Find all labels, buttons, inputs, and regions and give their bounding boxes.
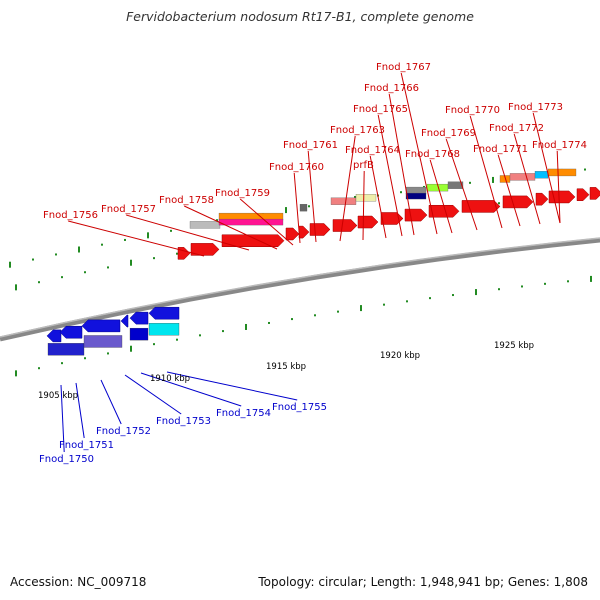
top-leader-line xyxy=(369,155,387,239)
feature-box xyxy=(218,218,284,226)
red-gene-arrow xyxy=(298,225,310,239)
top-gene-label: Fnod_1774 xyxy=(532,140,587,151)
top-leader-line xyxy=(362,170,365,241)
blue-gene-arrow xyxy=(81,319,121,333)
red-gene-arrow xyxy=(221,234,285,247)
top-gene-label: Fnod_1756 xyxy=(43,210,98,221)
top-gene-label: Fnod_1767 xyxy=(376,62,431,73)
top-gene-label: Fnod_1772 xyxy=(489,123,544,134)
red-gene-arrow xyxy=(404,208,428,222)
top-gene-label: Fnod_1765 xyxy=(353,104,408,115)
scale-label: 1920 kbp xyxy=(380,351,420,361)
map-title: Fervidobacterium nodosum Rt17-B1, comple… xyxy=(126,9,474,24)
top-gene-label: Fnod_1758 xyxy=(159,195,214,206)
top-leader-line xyxy=(388,93,415,236)
top-leader-line xyxy=(126,214,250,251)
blue-gene-arrow xyxy=(129,311,149,325)
feature-box xyxy=(447,181,464,189)
red-gene-arrow xyxy=(589,187,600,200)
feature-box xyxy=(534,171,549,179)
red-gene-arrow xyxy=(502,195,534,209)
top-gene-label: Fnod_1760 xyxy=(269,162,324,173)
feature-box xyxy=(547,168,577,177)
blue-gene-arrow xyxy=(120,314,129,328)
red-gene-arrow xyxy=(428,204,460,218)
feature-box xyxy=(189,221,221,229)
top-gene-label: Fnod_1764 xyxy=(345,145,400,156)
scale-label: 1925 kbp xyxy=(494,341,534,351)
top-leader-line xyxy=(400,72,438,235)
top-gene-label: Fnod_1770 xyxy=(445,105,500,116)
bottom-leader-line xyxy=(60,384,65,453)
bottom-leader-line xyxy=(124,374,182,415)
top-leader-line xyxy=(307,150,317,243)
top-leader-line xyxy=(239,198,294,246)
top-gene-label: Fnod_1757 xyxy=(101,204,156,215)
top-leader-line xyxy=(377,114,403,237)
top-leader-line xyxy=(469,115,503,229)
red-gene-arrow xyxy=(535,192,549,206)
red-gene-arrow xyxy=(548,190,576,204)
blue-gene-arrow xyxy=(148,306,180,320)
bottom-gene-label: Fnod_1752 xyxy=(96,426,151,437)
top-leader-line xyxy=(445,138,478,231)
red-gene-arrow xyxy=(576,188,590,201)
top-leader-line xyxy=(513,133,541,225)
top-leader-line xyxy=(339,135,356,242)
label-leaders xyxy=(60,72,561,453)
topology-text: Topology: circular; Length: 1,948,941 bp… xyxy=(258,575,588,589)
top-leader-line xyxy=(532,112,561,224)
top-gene-label: Fnod_1761 xyxy=(283,140,338,151)
feature-box xyxy=(509,173,536,181)
accession-text: Accession: NC_009718 xyxy=(10,575,147,589)
top-leader-line xyxy=(556,150,561,224)
scale-labels: 1905 kbp 1910 kbp 1915 kbp 1920 kbp 1925 kbp xyxy=(38,341,534,401)
top-leader-line xyxy=(68,220,205,257)
bottom-gene-label: Fnod_1754 xyxy=(216,408,271,419)
lower-feature-box xyxy=(47,343,85,356)
bottom-gene-label: Fnod_1755 xyxy=(272,402,327,413)
bottom-leader-line xyxy=(140,372,242,407)
top-leader-line xyxy=(293,172,301,244)
gene-features xyxy=(46,168,600,356)
feature-box xyxy=(299,204,308,212)
bottom-leader-line xyxy=(75,382,85,439)
genome-backbone xyxy=(0,237,600,342)
blue-gene-arrow xyxy=(46,329,62,343)
top-leader-line xyxy=(429,159,453,234)
lower-feature-box xyxy=(148,323,180,336)
top-gene-label: Fnod_1759 xyxy=(215,188,270,199)
lower-feature-box xyxy=(83,335,123,348)
top-gene-label: Fnod_1768 xyxy=(405,149,460,160)
feature-box xyxy=(355,194,377,202)
scale-label: 1905 kbp xyxy=(38,391,78,401)
bottom-leader-line xyxy=(166,371,298,401)
top-gene-label: Fnod_1771 xyxy=(473,144,528,155)
top-leader-line xyxy=(183,205,278,250)
red-gene-arrow xyxy=(285,227,300,241)
feature-box xyxy=(330,197,357,205)
scale-label: 1915 kbp xyxy=(266,362,306,372)
bottom-gene-label: Fnod_1750 xyxy=(39,454,94,465)
red-gene-arrow xyxy=(309,223,331,236)
red-gene-arrow xyxy=(190,243,220,256)
red-gene-arrow xyxy=(357,215,379,229)
feature-box xyxy=(405,192,427,200)
bottom-gene-label: Fnod_1753 xyxy=(156,416,211,427)
scale-label: 1910 kbp xyxy=(150,374,190,384)
top-gene-label: Fnod_1763 xyxy=(330,125,385,136)
bottom-gene-label: Fnod_1751 xyxy=(59,440,114,451)
red-gene-arrow xyxy=(177,247,191,260)
bottom-leader-line xyxy=(100,379,122,425)
top-leader-line xyxy=(497,154,521,227)
top-gene-label: prfB xyxy=(353,160,374,171)
red-gene-arrow xyxy=(332,219,358,232)
top-gene-label: Fnod_1766 xyxy=(364,83,419,94)
top-gene-label: Fnod_1773 xyxy=(508,102,563,113)
blue-gene-arrow xyxy=(59,325,83,339)
lower-feature-box xyxy=(129,327,149,341)
top-gene-label: Fnod_1769 xyxy=(421,128,476,139)
